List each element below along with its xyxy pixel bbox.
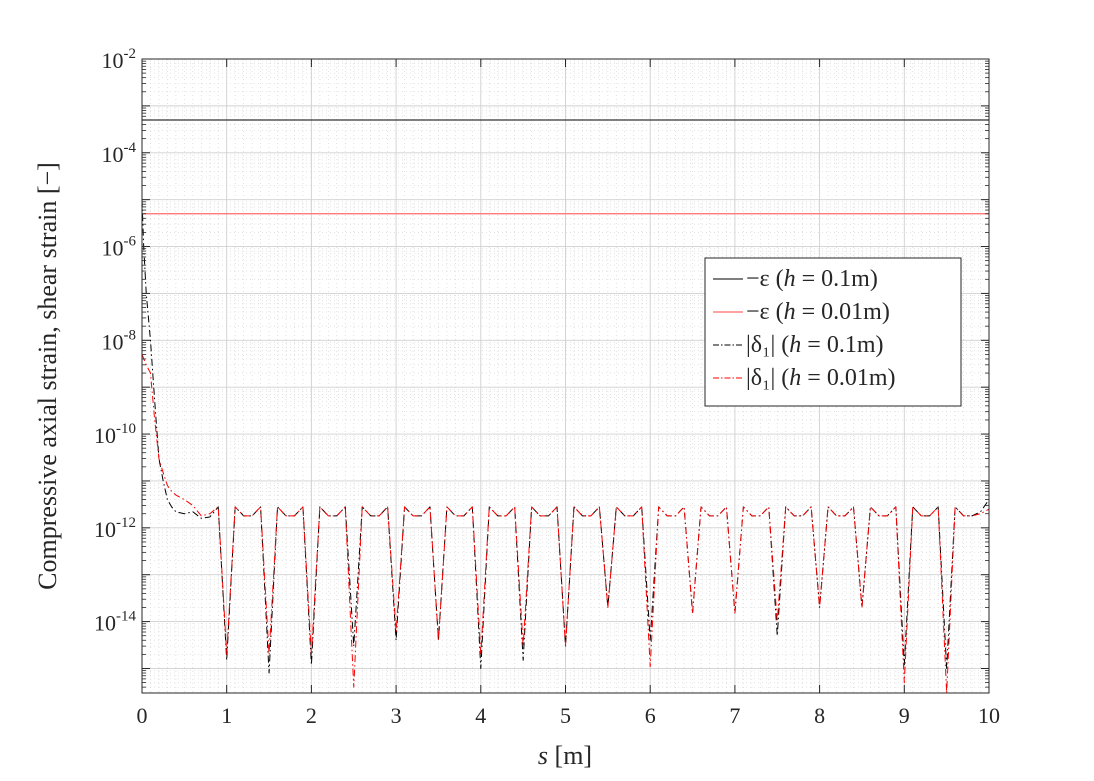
- x-tick-label: 4: [475, 703, 486, 728]
- legend-label-1: −ε (h = 0.1m): [746, 266, 878, 292]
- series-layer: [141, 119, 990, 694]
- y-tick-labels: 10-14 10-12 10-10 10-8 10-6 10-4 10-2: [94, 46, 136, 636]
- y-axis-label: Compressive axial strain, shear strain […: [33, 162, 62, 590]
- x-tick-label: 1: [221, 703, 232, 728]
- x-tick-label: 7: [729, 703, 740, 728]
- legend-label-4: |δ₁| (h = 0.01m): [746, 365, 895, 391]
- x-axis-label: s [m]: [538, 741, 592, 770]
- x-tick-label: 8: [814, 703, 825, 728]
- x-tick-label: 9: [899, 703, 910, 728]
- x-tick-label: 0: [137, 703, 148, 728]
- tick-marks: [141, 58, 990, 693]
- legend-label-3: |δ₁| (h = 0.1m): [746, 332, 883, 358]
- y-tick-label: 10-2: [102, 46, 137, 73]
- x-tick-label: 3: [391, 703, 402, 728]
- x-tick-label: 5: [560, 703, 571, 728]
- minor-grid: [142, 59, 989, 693]
- y-tick-label: 10-10: [94, 421, 136, 448]
- x-tick-label: 10: [978, 703, 1000, 728]
- legend: −ε (h = 0.1m) −ε (h = 0.01m) |δ₁| (h = 0.1…: [704, 257, 962, 407]
- x-tick-label: 6: [645, 703, 656, 728]
- x-tick-labels: 0 1 2 3 4 5 6 7 8 9 10: [137, 703, 1001, 728]
- y-tick-label: 10-6: [102, 234, 137, 261]
- legend-label-2: −ε (h = 0.01m): [746, 299, 890, 325]
- x-tick-label: 2: [306, 703, 317, 728]
- y-tick-label: 10-8: [102, 327, 137, 354]
- y-tick-label: 10-14: [94, 609, 136, 636]
- legend-box: [704, 257, 962, 407]
- y-tick-label: 10-4: [102, 140, 137, 167]
- y-tick-label: 10-12: [94, 515, 136, 542]
